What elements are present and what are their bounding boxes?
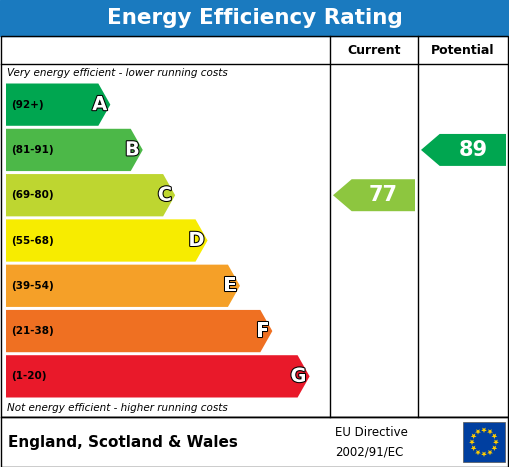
Bar [1,417,508,467]
Polygon shape [6,265,240,307]
Text: A: A [92,95,107,114]
Polygon shape [493,439,499,445]
Text: (55-68): (55-68) [11,235,54,246]
Polygon shape [6,219,208,262]
Text: C: C [158,186,172,205]
Text: F: F [256,322,269,340]
Polygon shape [6,355,309,397]
Polygon shape [487,429,493,435]
Polygon shape [6,129,143,171]
Polygon shape [487,450,493,455]
Text: Potential: Potential [431,43,495,57]
Polygon shape [492,446,497,451]
Text: (1-20): (1-20) [11,371,46,382]
Text: (92+): (92+) [11,99,44,110]
Polygon shape [475,450,481,455]
Polygon shape [6,84,110,126]
Polygon shape [6,174,175,216]
Text: E: E [223,276,237,295]
Polygon shape [6,310,272,352]
Text: D: D [188,231,205,250]
Text: EU Directive: EU Directive [335,426,408,439]
Polygon shape [333,179,415,211]
Text: England, Scotland & Wales: England, Scotland & Wales [8,434,238,450]
Text: Very energy efficient - lower running costs: Very energy efficient - lower running co… [7,68,228,78]
Text: 77: 77 [369,185,398,205]
Polygon shape [471,446,476,451]
Text: 89: 89 [458,140,488,160]
Text: (69-80): (69-80) [11,190,53,200]
Text: (81-91): (81-91) [11,145,53,155]
Text: (21-38): (21-38) [11,326,54,336]
Polygon shape [481,452,487,457]
Bar [1,36,508,417]
Polygon shape [481,428,487,433]
Text: (39-54): (39-54) [11,281,54,291]
Bar [0,0,509,36]
Polygon shape [492,433,497,439]
Polygon shape [475,429,481,435]
Text: G: G [291,367,306,386]
Polygon shape [421,134,506,166]
Polygon shape [469,439,475,445]
Text: 2002/91/EC: 2002/91/EC [335,446,403,459]
Text: Current: Current [347,43,401,57]
Text: Not energy efficient - higher running costs: Not energy efficient - higher running co… [7,403,228,413]
Bar [463,422,505,462]
Text: Energy Efficiency Rating: Energy Efficiency Rating [106,8,403,28]
Text: B: B [125,141,140,159]
Polygon shape [471,433,476,439]
